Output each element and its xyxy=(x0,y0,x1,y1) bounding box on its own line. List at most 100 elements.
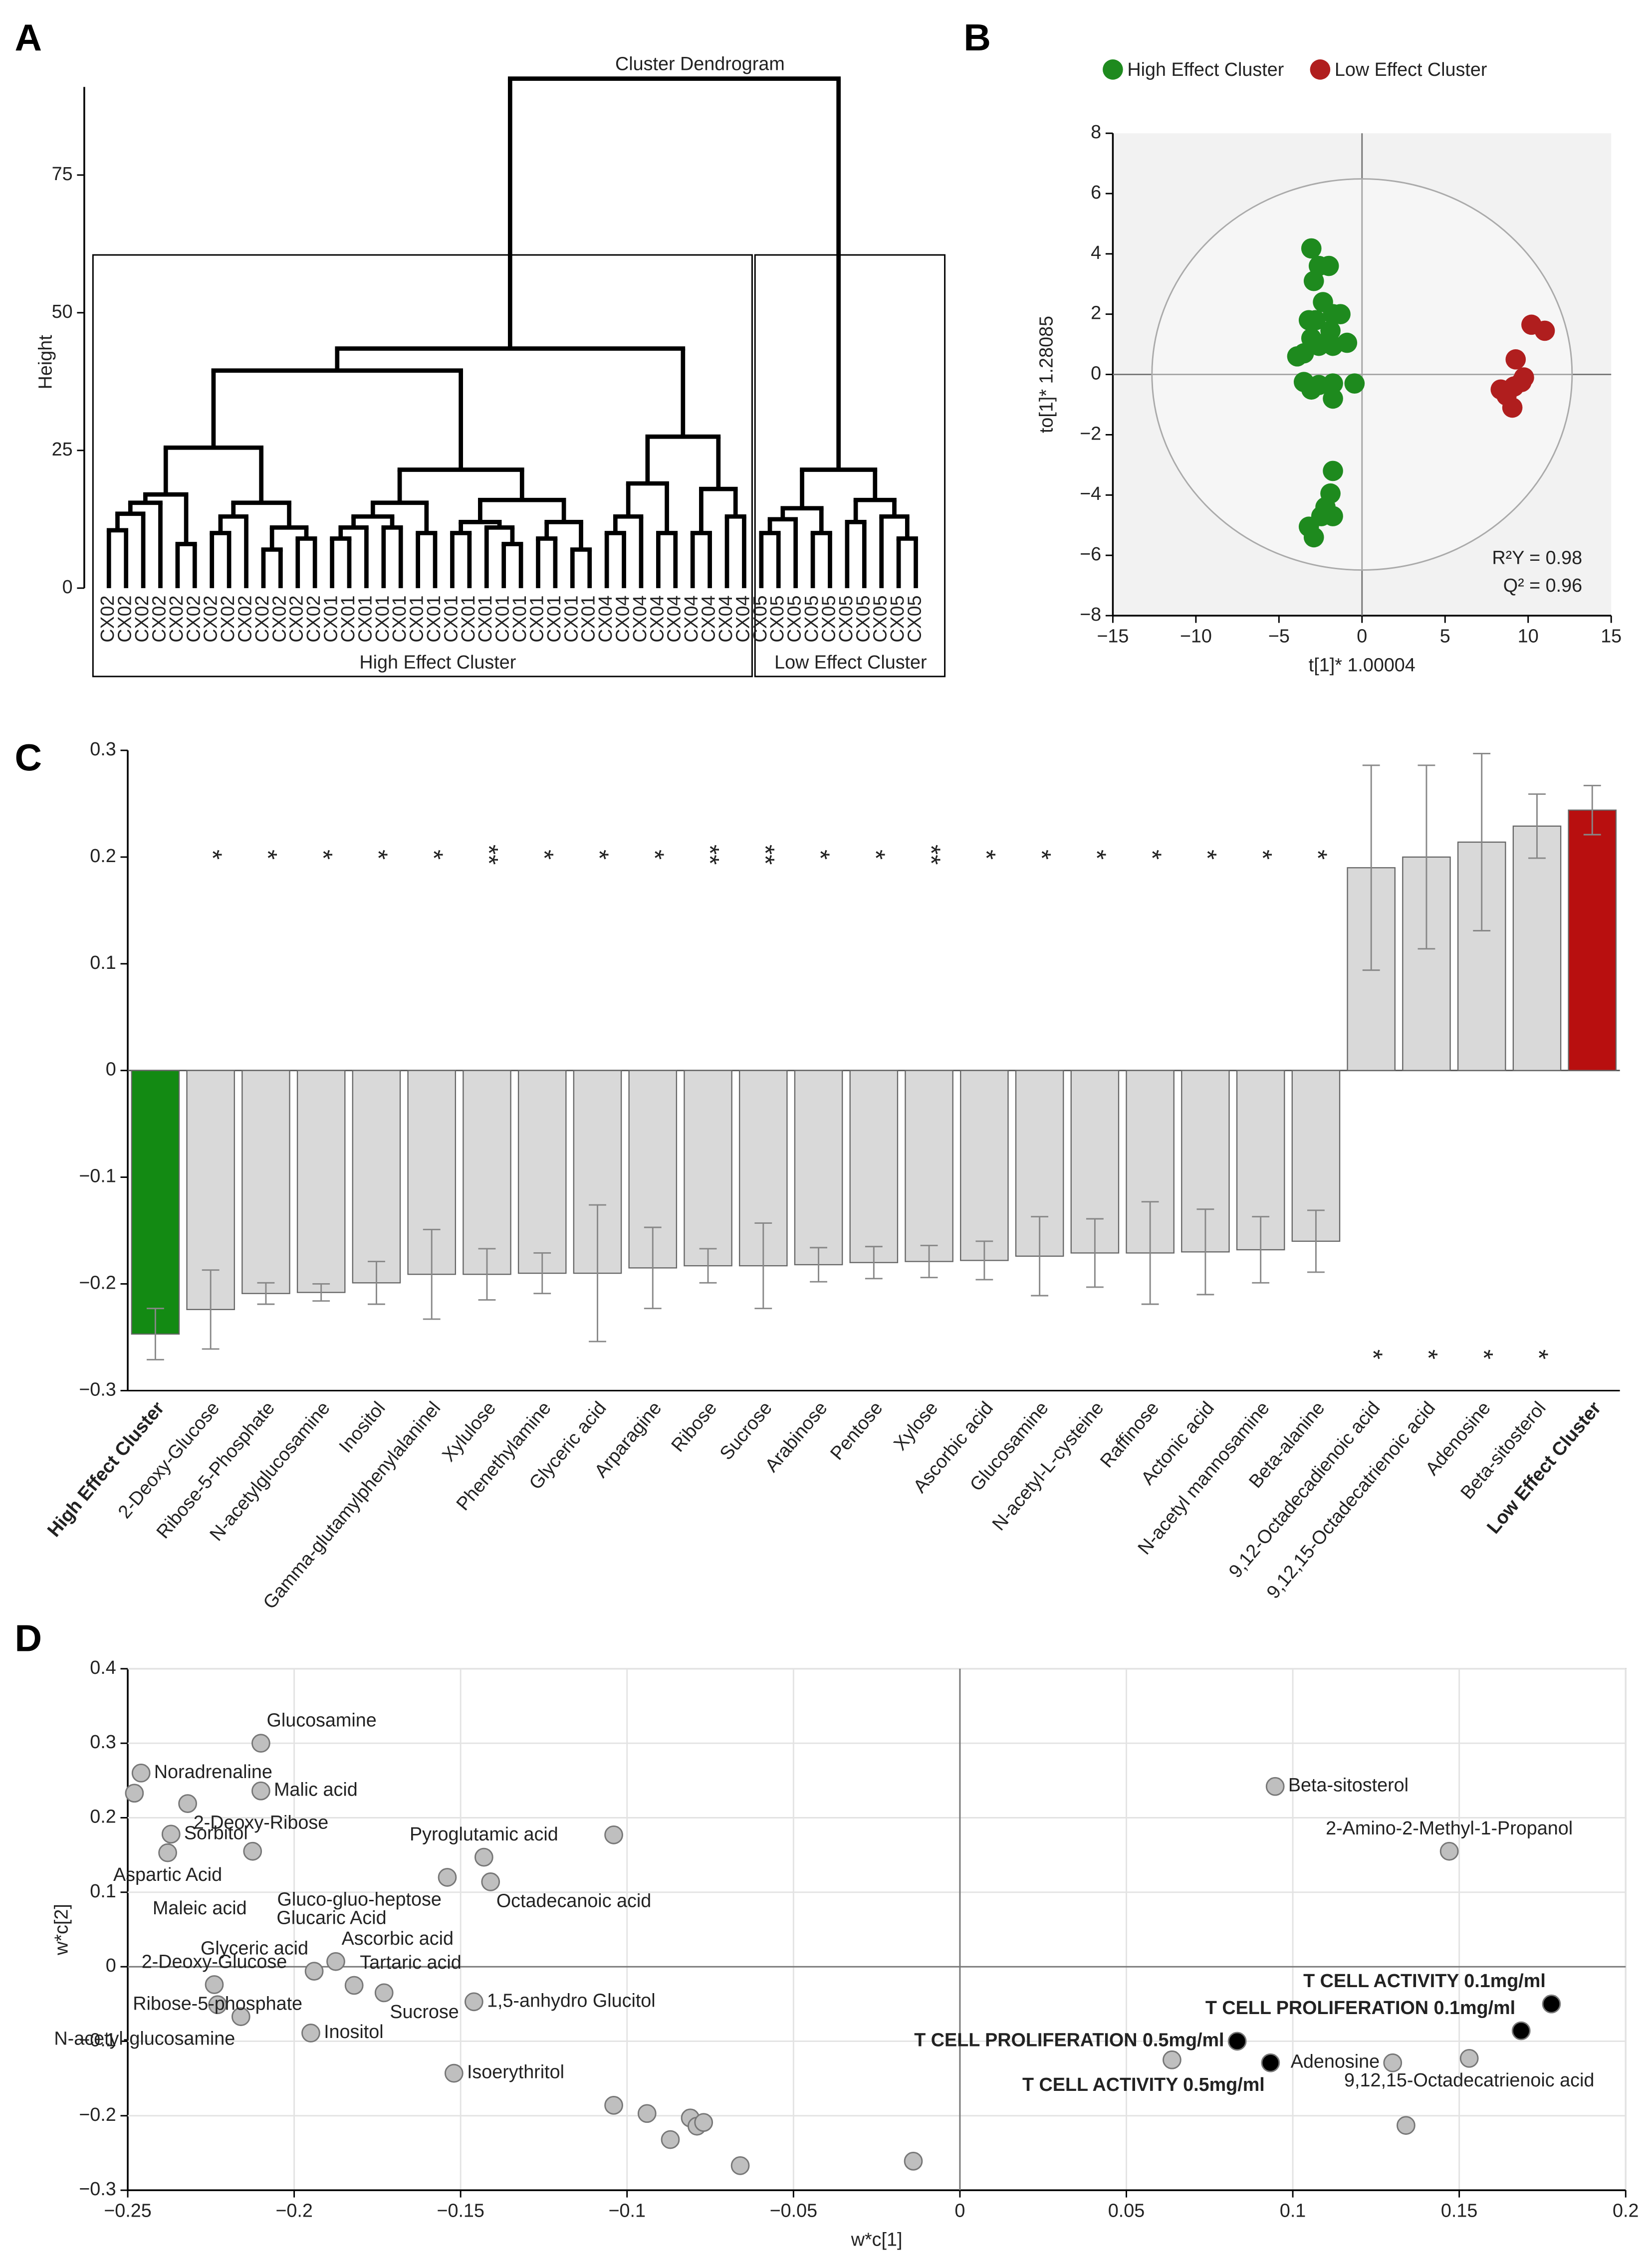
point xyxy=(438,1868,457,1887)
significance: * xyxy=(253,850,282,860)
x-tick-label: −15 xyxy=(1097,626,1129,647)
bar xyxy=(794,1070,843,1266)
bar xyxy=(517,1070,567,1274)
leaf-label: CX04 xyxy=(681,595,702,642)
point xyxy=(344,1976,364,1995)
bar xyxy=(849,1070,899,1263)
x-tick-label: −5 xyxy=(1268,626,1290,647)
x-tick-label: −0.1 xyxy=(609,2200,646,2221)
point xyxy=(661,2130,680,2149)
y-tick-label: 8 xyxy=(1091,121,1101,142)
point-label: Isoerythritol xyxy=(467,2061,564,2082)
significance: * xyxy=(1358,1350,1387,1360)
point xyxy=(1511,372,1532,392)
y-tick-label: 2 xyxy=(1091,302,1101,323)
x-tick-label: 10 xyxy=(1518,626,1539,647)
point xyxy=(1301,238,1322,259)
point xyxy=(231,2007,250,2027)
y-tick-label: −0.3 xyxy=(79,2178,116,2199)
x-axis-label: t[1]* 1.00004 xyxy=(1309,655,1416,676)
point xyxy=(1293,343,1314,364)
point xyxy=(1301,379,1322,400)
point-label: Octadecanoic acid xyxy=(496,1890,651,1911)
leaf-label: CX01 xyxy=(406,595,427,642)
significance: * xyxy=(1469,1350,1498,1360)
significance: * xyxy=(971,850,1000,860)
leaf-label: CX02 xyxy=(200,595,221,642)
point-label: T CELL PROLIFERATION 0.1mg/ml xyxy=(1205,1997,1515,2018)
significance: * xyxy=(198,850,227,860)
point xyxy=(125,1784,144,1803)
leaf-label: CX05 xyxy=(818,595,839,642)
y-tick-label: 0.2 xyxy=(90,845,116,866)
point xyxy=(604,1825,623,1844)
x-tick-label: 0 xyxy=(1357,626,1367,647)
y-tick-label: 75 xyxy=(52,163,73,184)
point-label: 1,5-anhydro Glucitol xyxy=(487,1990,656,2011)
chart-title: Cluster Dendrogram xyxy=(615,53,785,74)
leaf-label: CX05 xyxy=(904,595,925,642)
bar xyxy=(684,1070,732,1267)
bar xyxy=(1568,809,1617,1071)
point xyxy=(208,1995,228,2015)
point xyxy=(161,1824,181,1844)
x-tick-label: −0.05 xyxy=(770,2200,817,2221)
leaf-label: CX01 xyxy=(423,595,444,642)
point-label: T CELL ACTIVITY 0.1mg/ml xyxy=(1303,1970,1546,1991)
point xyxy=(694,2113,713,2132)
point-label: 2-Amino-2-Methyl-1-Propanol xyxy=(1326,1817,1573,1838)
y-tick-label: 0.4 xyxy=(90,1657,116,1678)
panel-label: D xyxy=(15,1617,42,1659)
legend-label: High Effect Cluster xyxy=(1127,59,1284,80)
bar xyxy=(352,1070,401,1284)
significance: * xyxy=(419,850,448,860)
legend-label: Low Effect Cluster xyxy=(1335,59,1487,80)
leaf-label: CX04 xyxy=(612,595,633,642)
confidence-ellipse xyxy=(1151,178,1573,571)
point xyxy=(251,1781,270,1801)
y-tick-label: −6 xyxy=(1080,543,1101,564)
leaf-label: CX02 xyxy=(183,595,204,642)
leaf-label: CX01 xyxy=(509,595,530,642)
leaf-label: CX01 xyxy=(492,595,513,642)
y-tick-label: 0.1 xyxy=(90,1880,116,1901)
leaf-label: CX01 xyxy=(543,595,564,642)
leaf-label: CX02 xyxy=(251,595,272,642)
bar xyxy=(296,1070,346,1293)
point xyxy=(1298,310,1319,331)
x-tick-label: 15 xyxy=(1601,626,1622,647)
panel-label: C xyxy=(15,736,42,778)
point-label: Ascorbic acid xyxy=(342,1928,454,1949)
y-tick-label: −2 xyxy=(1080,423,1101,444)
annotation: Q² = 0.96 xyxy=(1503,575,1582,596)
point-label: Ribose-5-phosphate xyxy=(133,1993,302,2014)
cluster-box xyxy=(92,254,753,678)
point-label: Inositol xyxy=(324,2021,384,2042)
cluster-box xyxy=(754,254,946,678)
y-tick-label: 50 xyxy=(52,301,73,322)
point xyxy=(474,1847,493,1867)
point-label: 9,12,15-Octadecatrienoic acid xyxy=(1344,2069,1594,2090)
point-label: Glucosamine xyxy=(266,1710,376,1731)
point-label: Tartaric acid xyxy=(360,1952,461,1973)
point xyxy=(1330,304,1351,325)
point xyxy=(326,1952,345,1971)
point-label: Adenosine xyxy=(1291,2051,1380,2072)
point xyxy=(1261,2053,1280,2072)
y-tick-label: 0 xyxy=(106,1955,116,1976)
point xyxy=(1496,385,1517,406)
point xyxy=(1323,373,1343,394)
point xyxy=(637,2104,657,2123)
point xyxy=(1303,270,1324,291)
legend-swatch xyxy=(1310,59,1331,80)
significance: * xyxy=(364,850,393,860)
point xyxy=(301,2024,320,2042)
leaf-label: CX05 xyxy=(852,595,873,642)
point-label: Sorbitol xyxy=(184,1822,248,1843)
point-label: Aspartic Acid xyxy=(113,1864,222,1885)
point xyxy=(1265,1777,1285,1796)
leaf-label: CX04 xyxy=(698,595,719,642)
y-axis-label: to[1]* 1.28085 xyxy=(1036,316,1057,433)
bar xyxy=(905,1070,953,1262)
leaf-label: CX05 xyxy=(749,595,770,642)
